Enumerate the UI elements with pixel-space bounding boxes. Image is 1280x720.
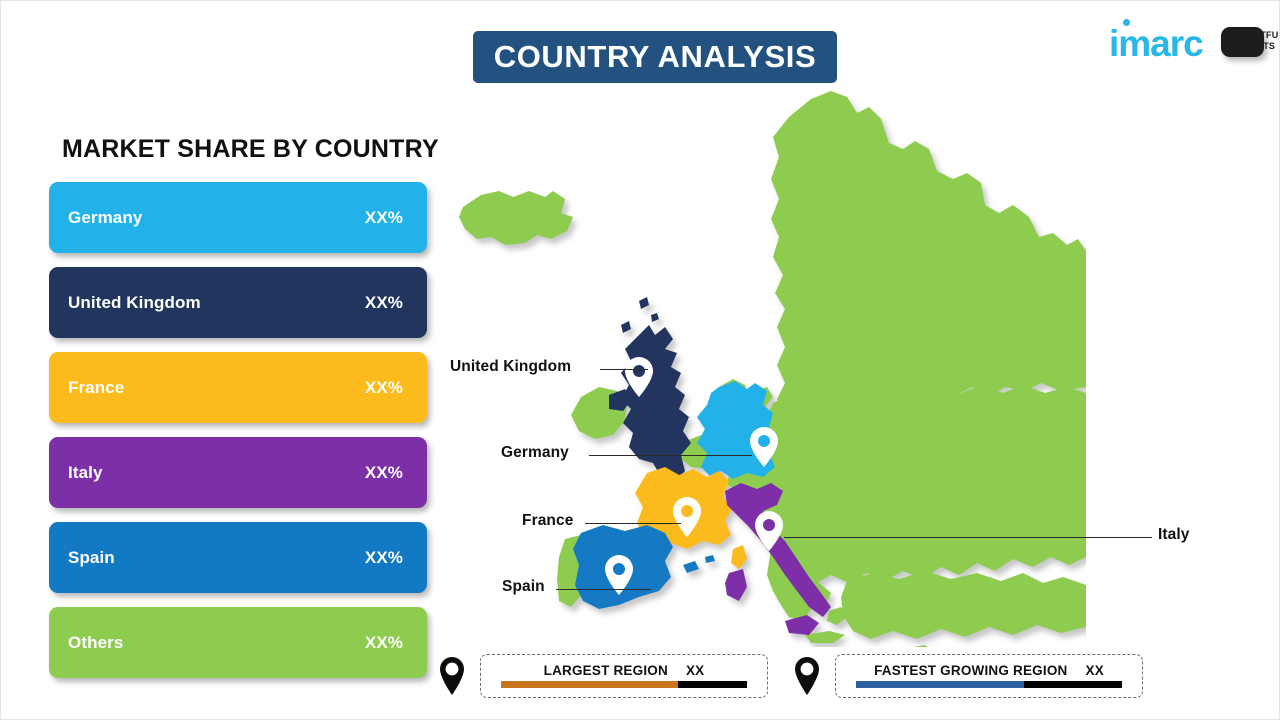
europe-map [433, 87, 1093, 647]
location-pin-icon [440, 657, 464, 695]
bar-country-label: Spain [68, 547, 115, 567]
fastest-growing-region-track [856, 681, 1122, 688]
country-united-kingdom [621, 325, 691, 483]
market-share-bar[interactable]: France XX% [49, 352, 427, 423]
market-share-bar[interactable]: Spain XX% [49, 522, 427, 593]
callout-label: Italy [1158, 526, 1190, 543]
country-sardinia [725, 569, 747, 601]
bar-value-label: XX% [364, 207, 403, 227]
bar-country-label: Germany [68, 207, 143, 227]
callout-label: Germany [501, 444, 569, 461]
bar-value-label: XX% [364, 292, 403, 312]
logo-tagline: IMPACTFUL INSIGHTS [1231, 30, 1280, 52]
map-pin-united-kingdom[interactable] [625, 357, 653, 397]
country-turkey [841, 571, 1086, 639]
fastest-growing-region-label: FASTEST GROWING REGION [874, 663, 1068, 678]
logo-wordmark: imarc [1109, 23, 1204, 64]
largest-region-legend: LARGEST REGION XX [438, 654, 768, 700]
location-pin-icon [795, 657, 819, 695]
logo-divider [1221, 27, 1264, 57]
callout-leader-line [784, 537, 1152, 539]
logo-tagline-line2: INSIGHTS [1231, 41, 1276, 51]
country-iceland [459, 191, 573, 245]
bar-country-label: Others [68, 632, 124, 652]
market-share-heading: MARKET SHARE BY COUNTRY [62, 135, 439, 163]
largest-region-fill [501, 681, 679, 688]
uk-northern-ireland [609, 389, 631, 411]
largest-region-label: LARGEST REGION [543, 663, 668, 678]
bar-value-label: XX% [364, 377, 403, 397]
fastest-growing-region-label-row: FASTEST GROWING REGION XX [836, 663, 1142, 678]
europe-map-svg [459, 91, 1086, 647]
callout-leader-line [556, 589, 651, 591]
callout-label: United Kingdom [450, 358, 572, 375]
market-share-bar[interactable]: Italy XX% [49, 437, 427, 508]
country-greek-islands [827, 607, 847, 625]
imarc-logo: imarc IMPACTFUL INSIGHTS [1109, 19, 1279, 64]
fastest-growing-region-value: XX [1085, 663, 1104, 678]
country-italy [725, 483, 831, 617]
callout-label: Spain [502, 578, 545, 595]
logo-dot-icon [1123, 19, 1130, 26]
page-title-banner: COUNTRY ANALYSIS [473, 31, 837, 83]
country-scandinavia [771, 91, 1086, 423]
page-title: COUNTRY ANALYSIS [493, 39, 817, 74]
map-pin-group [605, 357, 783, 595]
bar-value-label: XX% [364, 462, 403, 482]
market-share-bar[interactable]: United Kingdom XX% [49, 267, 427, 338]
country-corsica [731, 545, 747, 569]
country-cyprus [914, 645, 928, 647]
country-crete [805, 631, 845, 643]
logo-tagline-line1: IMPACTFUL [1231, 30, 1280, 40]
uk-scottish-isles [621, 297, 659, 333]
market-share-bar-list: Germany XX% United Kingdom XX% France XX… [49, 182, 427, 692]
market-share-bar[interactable]: Others XX% [49, 607, 427, 678]
map-pin-italy[interactable] [755, 511, 783, 551]
map-landmass-group [459, 91, 1086, 647]
bar-country-label: France [68, 377, 125, 397]
country-eastern-europe [745, 385, 1086, 585]
bar-value-label: XX% [364, 632, 403, 652]
country-sicily [785, 615, 819, 635]
map-pin-france[interactable] [673, 497, 701, 537]
callout-leader-line [600, 369, 648, 371]
bar-country-label: United Kingdom [68, 292, 201, 312]
callout-leader-line [589, 455, 752, 457]
fastest-growing-region-legend: FASTEST GROWING REGION XX [793, 654, 1143, 700]
callout-leader-line [585, 523, 681, 525]
callout-label: France [522, 512, 574, 529]
largest-region-track [501, 681, 747, 688]
largest-region-value: XX [685, 663, 705, 678]
map-pin-spain[interactable] [605, 555, 633, 595]
fastest-growing-region-box[interactable]: FASTEST GROWING REGION XX [835, 654, 1143, 698]
largest-region-label-row: LARGEST REGION XX [481, 663, 767, 678]
fastest-growing-region-fill [856, 681, 1024, 688]
country-balearics [683, 555, 715, 573]
market-share-bar[interactable]: Germany XX% [49, 182, 427, 253]
map-pin-germany[interactable] [750, 427, 778, 467]
bar-country-label: Italy [68, 462, 103, 482]
largest-region-box[interactable]: LARGEST REGION XX [480, 654, 768, 698]
bar-value-label: XX% [364, 547, 403, 567]
